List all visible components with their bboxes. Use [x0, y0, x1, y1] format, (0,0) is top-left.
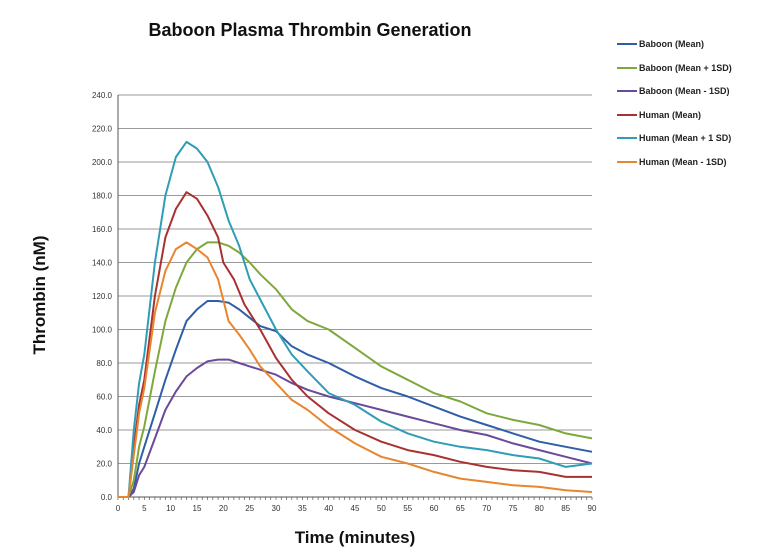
- x-tick-label: 80: [535, 504, 544, 513]
- x-tick-label: 20: [219, 504, 228, 513]
- x-tick-label: 85: [561, 504, 570, 513]
- x-tick-label: 15: [193, 504, 202, 513]
- x-tick-label: 55: [403, 504, 412, 513]
- y-tick-label: 240.0: [92, 91, 113, 100]
- y-tick-label: 220.0: [92, 125, 113, 134]
- legend-item: Human (Mean - 1SD): [617, 157, 727, 167]
- x-tick-label: 35: [298, 504, 307, 513]
- legend-swatch: [617, 113, 637, 116]
- x-tick-label: 45: [351, 504, 360, 513]
- x-tick-label: 10: [166, 504, 175, 513]
- y-tick-label: 120.0: [92, 292, 113, 301]
- legend-item: Human (Mean): [617, 110, 701, 120]
- x-tick-label: 0: [116, 504, 121, 513]
- x-tick-label: 25: [245, 504, 254, 513]
- x-tick-label: 65: [456, 504, 465, 513]
- legend-label: Human (Mean + 1 SD): [639, 133, 732, 143]
- x-tick-label: 40: [324, 504, 333, 513]
- y-tick-label: 0.0: [101, 493, 113, 502]
- x-tick-label: 90: [588, 504, 597, 513]
- y-tick-label: 140.0: [92, 259, 113, 268]
- legend-swatch: [617, 66, 637, 69]
- legend-item: Baboon (Mean): [617, 39, 704, 49]
- y-tick-label: 20.0: [96, 460, 112, 469]
- legend-swatch: [617, 43, 637, 45]
- legend-swatch: [617, 160, 637, 163]
- y-tick-label: 160.0: [92, 225, 113, 234]
- x-tick-label: 60: [430, 504, 439, 513]
- series-line-human-mean-1sd-: [118, 241, 593, 498]
- y-tick-label: 100.0: [92, 326, 113, 335]
- y-tick-label: 40.0: [96, 426, 112, 435]
- x-tick-label: 75: [509, 504, 518, 513]
- y-tick-label: 200.0: [92, 158, 113, 167]
- y-tick-label: 80.0: [96, 359, 112, 368]
- legend-label: Baboon (Mean - 1SD): [639, 86, 730, 96]
- series-line-human-mean-: [118, 191, 592, 498]
- legend-label: Baboon (Mean + 1SD): [639, 62, 732, 73]
- series-line-human-mean-1-sd-: [118, 140, 593, 498]
- legend-item: Baboon (Mean + 1SD): [617, 63, 732, 73]
- legend-label: Baboon (Mean): [639, 39, 704, 49]
- series-line-baboon-mean-: [118, 300, 593, 498]
- legend-label: Human (Mean): [639, 109, 702, 120]
- x-tick-label: 30: [272, 504, 281, 513]
- x-tick-label: 70: [482, 504, 491, 513]
- x-tick-label: 50: [377, 504, 386, 513]
- legend-item: Baboon (Mean - 1SD): [617, 86, 730, 96]
- legend-item: Human (Mean + 1 SD): [617, 133, 731, 143]
- y-tick-label: 60.0: [96, 393, 112, 402]
- x-axis-label: Time (minutes): [294, 528, 416, 547]
- x-tick-label: 5: [142, 504, 147, 513]
- chart-title: Baboon Plasma Thrombin Generation: [148, 20, 472, 40]
- y-tick-label: 180.0: [92, 192, 113, 201]
- legend-swatch: [617, 137, 637, 139]
- series-line-baboon-mean-1sd-: [118, 358, 593, 498]
- series-line-baboon-mean-1sd-: [118, 241, 593, 498]
- legend-swatch: [617, 90, 637, 92]
- legend-label: Human (Mean - 1SD): [639, 156, 727, 167]
